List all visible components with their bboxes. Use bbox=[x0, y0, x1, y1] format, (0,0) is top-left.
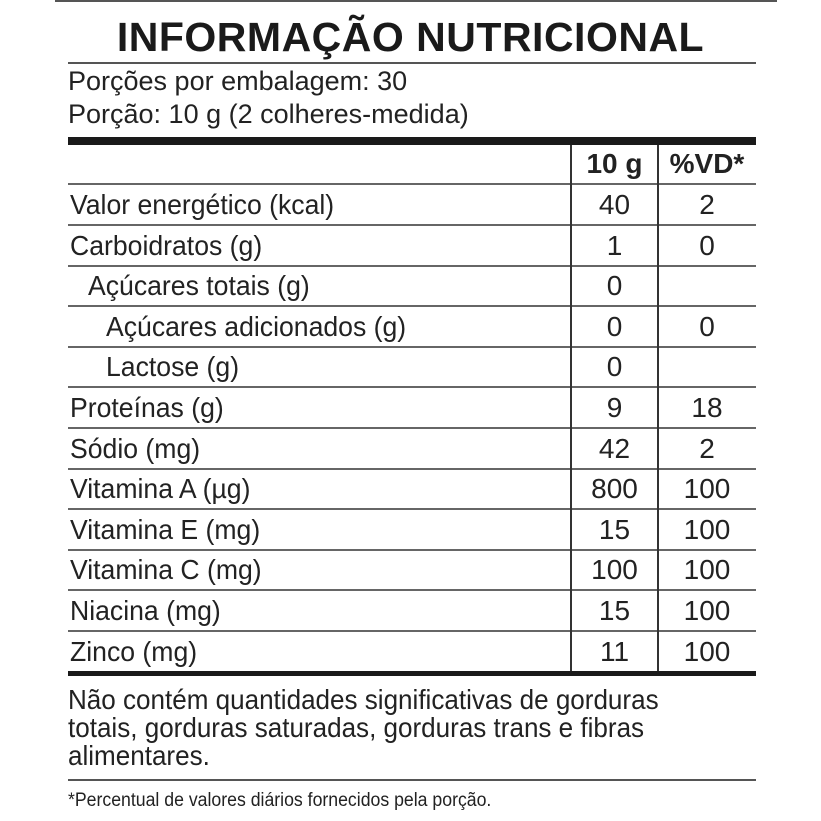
nutrient-label: Carboidratos (g) bbox=[70, 229, 263, 261]
nutrient-dv: 18 bbox=[691, 392, 723, 423]
nutrient-amount: 42 bbox=[598, 432, 631, 464]
nutrient-label: Açúcares totais (g) bbox=[88, 270, 310, 302]
nutrient-amount: 1 bbox=[606, 229, 623, 261]
table-row: Vitamina A (µg) 800 100 bbox=[68, 469, 756, 511]
table-row: Proteínas (g) 9 18 bbox=[68, 388, 756, 429]
table-row: Açúcares totais (g) 0 bbox=[68, 266, 756, 308]
table-row: Sódio (mg) 42 2 bbox=[68, 429, 756, 470]
nutrient-dv: 100 bbox=[683, 473, 731, 505]
nutrient-label: Niacina (mg) bbox=[70, 595, 221, 626]
nutrient-amount: 0 bbox=[606, 270, 623, 302]
nutrient-amount: 40 bbox=[598, 189, 631, 220]
nutrient-note: Não contém quantidades significativas de… bbox=[68, 684, 659, 771]
nutrient-dv: 0 bbox=[699, 310, 715, 342]
nutrient-dv: 2 bbox=[699, 432, 715, 464]
nutrient-amount: 15 bbox=[598, 595, 631, 626]
nutrient-amount: 100 bbox=[591, 554, 638, 586]
nutrient-label: Vitamina E (mg) bbox=[70, 513, 261, 545]
table-row: Vitamina E (mg) 15 100 bbox=[68, 510, 756, 551]
nutrient-dv: 100 bbox=[683, 554, 731, 586]
nutrient-amount: 0 bbox=[606, 351, 623, 383]
nutrient-label: Vitamina C (mg) bbox=[70, 554, 262, 586]
nutrient-amount: 15 bbox=[598, 513, 631, 545]
column-divider bbox=[570, 145, 572, 675]
nutrient-label: Açúcares adicionados (g) bbox=[106, 310, 407, 342]
header-row: 10 g %VD* bbox=[68, 145, 756, 185]
nutrient-dv: 100 bbox=[683, 595, 731, 626]
table-row: Valor energético (kcal) 40 2 bbox=[68, 185, 756, 226]
table-row: Vitamina C (mg) 100 100 bbox=[68, 550, 756, 592]
label-title: INFORMAÇÃO NUTRICIONAL bbox=[116, 14, 705, 60]
nutrient-dv: 100 bbox=[683, 513, 731, 545]
top-border bbox=[55, 0, 777, 2]
nutrient-dv: 0 bbox=[699, 229, 715, 261]
nutrient-label: Proteínas (g) bbox=[70, 392, 224, 423]
thick-divider bbox=[68, 671, 756, 676]
footnote: *Percentual de valores diários fornecido… bbox=[68, 790, 492, 811]
thick-divider bbox=[68, 137, 756, 145]
table-row: Carboidratos (g) 1 0 bbox=[68, 226, 756, 267]
nutrient-dv: 2 bbox=[699, 189, 715, 220]
nutrient-label: Sódio (mg) bbox=[70, 432, 201, 464]
header-dv: %VD* bbox=[669, 148, 745, 179]
nutrient-amount: 800 bbox=[591, 473, 638, 505]
nutrient-label: Valor energético (kcal) bbox=[70, 189, 335, 220]
nutrient-amount: 0 bbox=[606, 310, 623, 342]
divider bbox=[68, 62, 756, 64]
nutrient-amount: 9 bbox=[606, 392, 623, 423]
serving-size: Porção: 10 g (2 colheres-medida) bbox=[68, 99, 469, 129]
nutrient-label: Vitamina A (µg) bbox=[70, 473, 251, 505]
table-row: Zinco (mg) 11 100 bbox=[68, 632, 756, 673]
nutrient-dv: 100 bbox=[683, 635, 731, 667]
table-row: Açúcares adicionados (g) 0 0 bbox=[68, 307, 756, 348]
nutrient-label: Zinco (mg) bbox=[70, 635, 198, 667]
nutrient-label: Lactose (g) bbox=[106, 351, 240, 383]
table-row: Niacina (mg) 15 100 bbox=[68, 591, 756, 632]
nutrient-amount: 11 bbox=[599, 635, 630, 667]
header-amount: 10 g bbox=[586, 148, 643, 179]
table-row: Lactose (g) 0 bbox=[68, 347, 756, 389]
column-divider bbox=[657, 145, 659, 675]
divider bbox=[68, 779, 756, 781]
servings-per-package: Porções por embalagem: 30 bbox=[68, 66, 408, 96]
